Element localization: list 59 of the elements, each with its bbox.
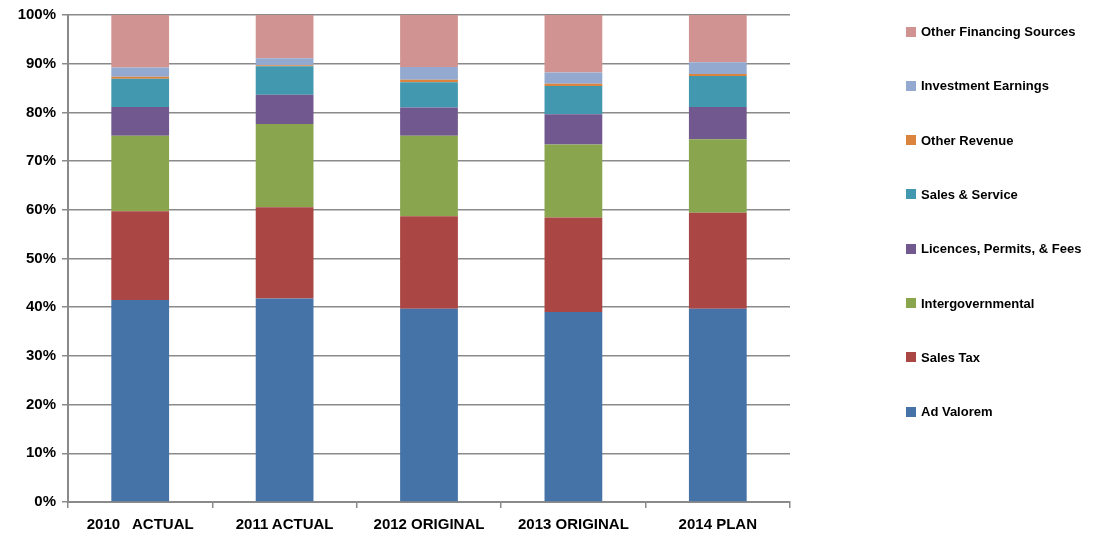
legend-label: Licences, Permits, & Fees (921, 241, 1082, 257)
bar (255, 124, 314, 208)
y-tick-label: 60% (25, 199, 56, 217)
bar (544, 86, 603, 115)
bar (111, 107, 170, 136)
y-tick-label: 90% (25, 53, 56, 71)
legend-label: Sales & Service (921, 186, 1018, 202)
bar (544, 312, 603, 502)
x-tick-label: 2012 ORIGINAL (373, 515, 485, 533)
bar (111, 78, 170, 108)
y-tick-label: 80% (25, 102, 56, 120)
bar (111, 299, 170, 502)
y-tick-label: 0% (34, 492, 56, 510)
y-tick-label: 50% (25, 248, 56, 266)
bar (400, 308, 458, 502)
legend-label: Investment Earnings (921, 78, 1049, 94)
x-tick-label: 2014 PLAN (678, 515, 757, 533)
y-tick-label: 10% (25, 443, 56, 461)
y-tick-label: 100% (17, 5, 56, 23)
bar (255, 66, 314, 95)
legend-label: Sales Tax (921, 349, 981, 365)
x-tick-label: 2010 ACTUAL (86, 515, 194, 533)
y-tick-label: 40% (25, 297, 56, 315)
bar (688, 62, 747, 74)
bar (400, 135, 458, 217)
bar (255, 15, 314, 59)
bar (111, 135, 170, 212)
bar (688, 212, 747, 309)
y-tick-label: 30% (25, 346, 56, 364)
bar (255, 94, 314, 125)
bar (111, 15, 170, 68)
legend-label: Other Revenue (921, 132, 1014, 148)
legend-label: Ad Valorem (921, 404, 993, 420)
bar (688, 308, 747, 502)
bar (688, 75, 747, 108)
bar (688, 107, 747, 140)
bar (400, 216, 458, 309)
bar (400, 15, 458, 68)
bar (544, 144, 603, 218)
legend-label: Other Financing Sources (921, 24, 1076, 39)
bar (255, 58, 314, 66)
bar (400, 82, 458, 108)
bar (688, 139, 747, 213)
bar (544, 72, 603, 84)
bar (255, 207, 314, 299)
bar (544, 15, 603, 73)
y-tick-label: 70% (25, 151, 56, 169)
legend-label: Intergovernmental (921, 295, 1035, 311)
bar (255, 298, 314, 502)
bar (400, 67, 458, 80)
x-tick-label: 2013 ORIGINAL (517, 515, 629, 533)
bar (111, 211, 170, 300)
bar (400, 107, 458, 136)
bar (688, 15, 747, 63)
y-tick-label: 20% (25, 394, 56, 412)
x-tick-label: 2011 ACTUAL (235, 515, 334, 533)
bar (544, 114, 603, 145)
bar (111, 67, 170, 77)
bar (544, 217, 603, 313)
